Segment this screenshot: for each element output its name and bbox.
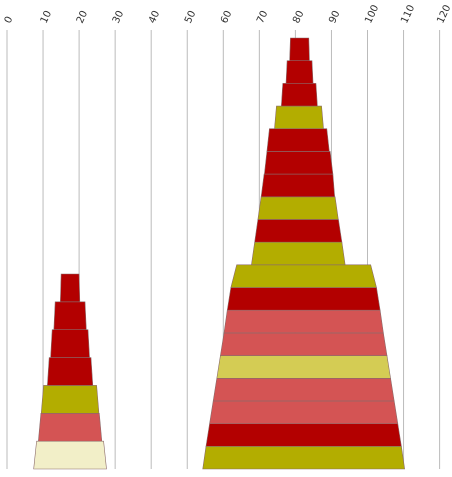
tapered-stack xyxy=(202,37,405,470)
stack-segment xyxy=(38,412,103,442)
plot-area xyxy=(33,37,405,470)
tapered-stack xyxy=(33,273,107,470)
stack-segment xyxy=(202,446,405,470)
stack-segment xyxy=(266,128,330,152)
stack-segment xyxy=(53,301,87,331)
stack-segment xyxy=(212,377,395,402)
stack-segment xyxy=(260,173,336,198)
stack-segment xyxy=(50,329,90,358)
stack-segment xyxy=(226,287,381,311)
stack-segment xyxy=(40,385,100,414)
x-tick-label: 50 xyxy=(183,9,198,25)
stack-segment xyxy=(223,309,384,334)
x-tick-label: 60 xyxy=(219,9,234,25)
x-tick-label: 20 xyxy=(75,9,90,25)
stack-segment xyxy=(47,357,94,386)
x-tick-label: 0 xyxy=(3,15,16,25)
stack-segment xyxy=(33,440,107,470)
stack-segment xyxy=(274,105,324,130)
x-tick-label: 10 xyxy=(39,9,54,25)
stack-segment xyxy=(254,219,343,243)
x-tick-label: 70 xyxy=(255,9,270,25)
stack-segment xyxy=(251,241,346,266)
x-tick-label: 90 xyxy=(327,9,342,25)
stack-segment xyxy=(209,400,399,424)
x-tick-label: 110 xyxy=(399,3,417,25)
x-axis-ticks: 0 10 20 30 40 50 60 70 80 90 100 110 120 xyxy=(3,3,452,25)
stack-segment xyxy=(264,151,334,175)
stack-segment xyxy=(230,264,377,288)
x-tick-label: 80 xyxy=(291,9,306,25)
x-tick-label: 120 xyxy=(435,3,452,25)
stack-segment xyxy=(257,196,339,220)
stack-segment xyxy=(289,37,310,61)
stack-segment xyxy=(205,423,402,447)
stack-segment xyxy=(281,83,318,107)
x-tick-label: 40 xyxy=(147,9,162,25)
stack-segment xyxy=(285,60,314,84)
stack-segment xyxy=(220,332,388,356)
stack-segment xyxy=(60,273,81,303)
x-tick-label: 100 xyxy=(363,3,381,25)
stack-segment xyxy=(216,355,391,379)
x-tick-label: 30 xyxy=(111,9,126,25)
